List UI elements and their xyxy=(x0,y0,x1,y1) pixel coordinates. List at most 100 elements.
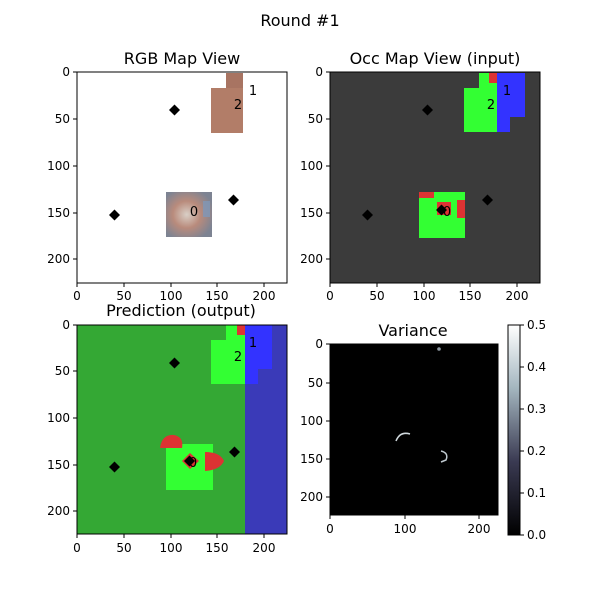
x-tick-label: 0 xyxy=(326,522,334,536)
object-label: 2 xyxy=(234,98,242,113)
colorbar-gradient xyxy=(507,324,521,536)
object-label: 2 xyxy=(487,98,495,113)
waypoint-marker xyxy=(184,455,195,467)
panel-title: Prediction (output) xyxy=(106,301,256,320)
object-region xyxy=(160,434,183,448)
y-axis: 0 50 100 150 200 xyxy=(300,65,330,266)
y-tick-label: 50 xyxy=(55,364,70,378)
y-tick-label: 150 xyxy=(300,206,323,220)
map-background xyxy=(77,72,287,283)
object-region xyxy=(205,452,224,471)
x-tick-label: 200 xyxy=(253,541,276,555)
x-tick-label: 100 xyxy=(160,289,183,303)
x-tick-label: 50 xyxy=(369,289,384,303)
object-label: 0 xyxy=(190,205,198,220)
y-tick-label: 100 xyxy=(300,414,323,428)
y-tick-label: 200 xyxy=(47,504,70,518)
y-tick-label: 100 xyxy=(47,411,70,425)
axes-frame xyxy=(76,324,288,535)
image-patch-cabinet xyxy=(211,88,243,133)
waypoint-marker xyxy=(109,461,120,473)
y-tick-label: 200 xyxy=(300,252,323,266)
y-tick-label: 50 xyxy=(308,112,323,126)
panel-title: Variance xyxy=(378,321,447,340)
colorbar-tick-label: 0.1 xyxy=(527,486,546,500)
colorbar: 0.0 0.1 0.2 0.3 0.4 0.5 xyxy=(507,318,546,542)
panel-rgb: RGB Map View 0 1 2 0 50 100 150 200 0 50… xyxy=(47,49,288,303)
x-tick-label: 0 xyxy=(326,289,334,303)
x-axis: 0 100 200 xyxy=(326,515,490,536)
goal-region xyxy=(497,73,525,117)
figure-title: Round #1 xyxy=(260,11,339,30)
x-tick-label: 200 xyxy=(468,522,491,536)
axes-frame xyxy=(329,71,541,284)
heatmap-background xyxy=(330,344,498,515)
object-label: 0 xyxy=(443,205,451,220)
waypoint-marker xyxy=(482,194,493,206)
y-tick-label: 200 xyxy=(47,252,70,266)
x-tick-label: 50 xyxy=(116,541,131,555)
object-label: 0 xyxy=(189,456,197,471)
axes-frame xyxy=(329,343,499,516)
y-tick-label: 150 xyxy=(300,452,323,466)
goal-region xyxy=(245,368,258,384)
axes-frame xyxy=(76,71,288,284)
image-patch-cabinet-top xyxy=(226,73,243,88)
colorbar-tick-label: 0.5 xyxy=(527,318,546,332)
waypoint-marker xyxy=(228,194,239,206)
colorbar-tick-label: 0.2 xyxy=(527,444,546,458)
object-label: 1 xyxy=(249,336,257,351)
waypoint-marker xyxy=(169,357,180,369)
x-axis: 0 50 100 150 200 xyxy=(73,283,275,303)
panel-title: Occ Map View (input) xyxy=(350,49,521,68)
variance-hotspot xyxy=(440,450,448,463)
x-tick-label: 50 xyxy=(116,289,131,303)
waypoint-marker xyxy=(422,104,433,116)
y-axis: 0 50 100 150 200 xyxy=(300,337,330,504)
y-tick-label: 50 xyxy=(308,376,323,390)
y-tick-label: 0 xyxy=(62,318,70,332)
y-axis: 0 50 100 150 200 xyxy=(47,65,77,266)
object-region xyxy=(457,200,465,218)
x-tick-label: 150 xyxy=(459,289,482,303)
colorbar-tick-label: 0.0 xyxy=(527,528,546,542)
object-label: 2 xyxy=(234,350,242,365)
x-tick-label: 100 xyxy=(160,541,183,555)
y-tick-label: 50 xyxy=(55,112,70,126)
object-label: 1 xyxy=(503,84,511,99)
waypoint-marker xyxy=(362,209,373,221)
x-tick-label: 100 xyxy=(413,289,436,303)
x-axis: 0 50 100 150 200 xyxy=(326,283,528,303)
panel-occupancy: Occ Map View (input) 0 1 2 0 50 100 xyxy=(300,49,541,303)
markers xyxy=(362,104,493,221)
x-tick-label: 0 xyxy=(73,541,81,555)
x-tick-label: 150 xyxy=(206,289,229,303)
x-tick-label: 200 xyxy=(253,289,276,303)
markers xyxy=(109,357,240,473)
panel-variance: Variance 0 50 100 150 200 0 100 200 0.0 … xyxy=(300,318,546,542)
object-region xyxy=(489,73,497,83)
y-tick-label: 0 xyxy=(62,65,70,79)
x-tick-label: 200 xyxy=(506,289,529,303)
free-space-region xyxy=(464,88,498,132)
goal-region xyxy=(245,325,272,369)
y-tick-label: 100 xyxy=(300,159,323,173)
variance-hotspot xyxy=(437,347,441,351)
panel-title: RGB Map View xyxy=(124,49,240,68)
x-tick-label: 100 xyxy=(394,522,417,536)
free-space-region xyxy=(211,340,245,384)
goal-region xyxy=(497,116,510,132)
waypoint-marker xyxy=(109,209,120,221)
y-tick-label: 0 xyxy=(315,337,323,351)
y-axis: 0 50 100 150 200 xyxy=(47,318,77,518)
panel-prediction: 0 1 2 Prediction (output) 0 50 100 150 2… xyxy=(47,301,288,555)
waypoint-marker xyxy=(436,204,447,216)
y-tick-label: 0 xyxy=(315,65,323,79)
object-region xyxy=(237,325,245,335)
object-label: 1 xyxy=(249,84,257,99)
colorbar-tick-label: 0.3 xyxy=(527,402,546,416)
colorbar-tick-label: 0.4 xyxy=(527,360,546,374)
x-tick-label: 150 xyxy=(206,541,229,555)
x-axis: 0 50 100 150 200 xyxy=(73,534,275,555)
